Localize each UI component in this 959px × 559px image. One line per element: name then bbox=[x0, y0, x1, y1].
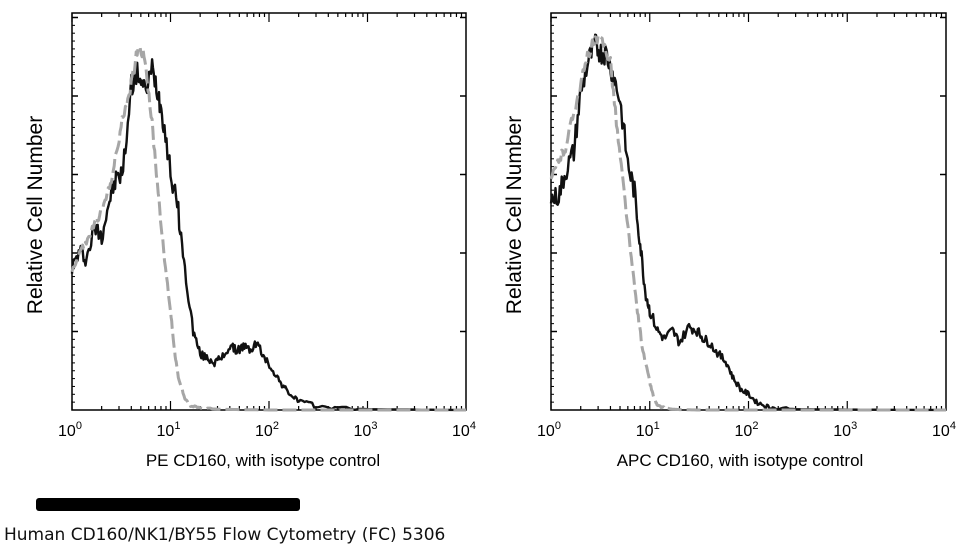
left-plot-area: 100 101 102 103 104 bbox=[58, 12, 476, 440]
x-tick-label: 104 bbox=[932, 420, 956, 440]
right-y-axis-label: Relative Cell Number bbox=[503, 116, 526, 314]
left-y-axis-label: Relative Cell Number bbox=[24, 116, 47, 314]
x-tick-label: 103 bbox=[354, 420, 378, 440]
plot-frame bbox=[71, 12, 467, 411]
left-histogram-panel: Relative Cell Number PE CD160, with isot… bbox=[24, 12, 476, 470]
right-plot-area: 100 101 102 103 104 bbox=[537, 12, 956, 440]
cd160-stained-histogram bbox=[70, 58, 467, 412]
isotype-control-histogram bbox=[70, 45, 466, 412]
x-tick-label: 100 bbox=[537, 420, 561, 440]
redacted-text-bar bbox=[36, 498, 300, 511]
x-tick-label: 101 bbox=[636, 420, 660, 440]
x-tick-label: 103 bbox=[833, 420, 857, 440]
figure-caption: Human CD160/NK1/BY55 Flow Cytometry (FC)… bbox=[4, 525, 446, 545]
x-tick-label: 101 bbox=[157, 420, 181, 440]
right-histogram-panel: Relative Cell Number APC CD160, with iso… bbox=[503, 12, 956, 470]
x-tick-label: 104 bbox=[452, 420, 476, 440]
right-x-axis-label: APC CD160, with isotype control bbox=[617, 451, 864, 470]
x-tick-label: 102 bbox=[255, 420, 279, 440]
left-x-axis-label: PE CD160, with isotype control bbox=[146, 451, 380, 470]
x-tick-label: 100 bbox=[58, 420, 82, 440]
cd160-stained-histogram bbox=[549, 33, 947, 412]
x-tick-label: 102 bbox=[735, 420, 759, 440]
isotype-control-histogram bbox=[549, 33, 946, 412]
